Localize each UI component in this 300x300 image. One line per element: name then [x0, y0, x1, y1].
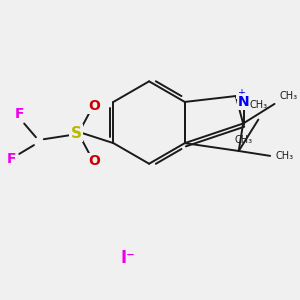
Text: CH₃: CH₃ [249, 100, 267, 110]
Text: CH₃: CH₃ [235, 135, 253, 145]
Text: F: F [14, 107, 24, 121]
Text: O: O [88, 154, 100, 168]
Text: CH₃: CH₃ [275, 151, 293, 161]
Text: O: O [88, 99, 100, 113]
Text: F: F [7, 152, 16, 166]
Text: +: + [237, 88, 245, 98]
Text: S: S [70, 126, 82, 141]
Text: CH₃: CH₃ [279, 91, 298, 101]
Text: N: N [238, 95, 249, 109]
Text: I⁻: I⁻ [120, 249, 135, 267]
